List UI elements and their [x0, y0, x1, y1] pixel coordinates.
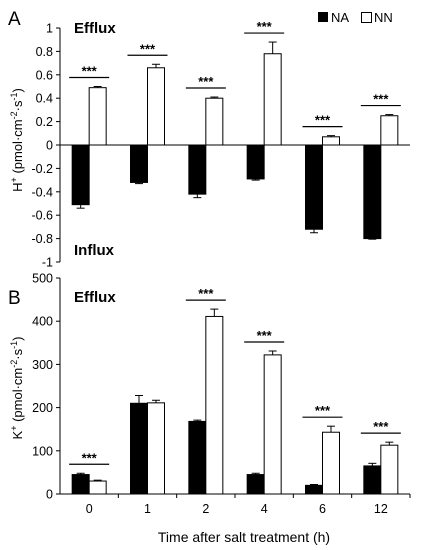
- a-y-tick-label: -0.6: [31, 209, 53, 223]
- legend-nn-swatch: [361, 12, 372, 23]
- b-x-tick-label: 1: [144, 502, 151, 516]
- legend-na-label: NA: [331, 10, 349, 25]
- b-bar-na: [305, 484, 323, 495]
- a-y-tick-label: 0.4: [36, 92, 53, 106]
- b-x-tick-label: 0: [86, 502, 93, 516]
- b-bar-nn: [380, 444, 399, 495]
- b-y-tick-label: 400: [32, 315, 53, 329]
- b-x-tick-label: 12: [374, 502, 388, 516]
- a-bar-na: [130, 144, 148, 183]
- a-bar-na: [71, 144, 90, 206]
- b-bar-nn: [147, 402, 165, 495]
- b-y-tick-label: 100: [32, 444, 53, 458]
- b-bar-nn: [322, 431, 340, 495]
- a-y-tick-label: 0: [46, 139, 53, 153]
- panel-a-plot: 1 0.8 0.6 0.4 0.2 0 -0.2 -0.4 -0.6 -0.8 -1 *** *** **…: [31, 19, 410, 270]
- panel-b-label: B: [8, 288, 21, 309]
- a-y-tick-label: -0.2: [31, 162, 53, 176]
- b-x-tick-label: 4: [261, 502, 268, 516]
- a-bar-nn: [88, 87, 107, 146]
- a-y-tick-label: 0.6: [36, 68, 53, 82]
- b-bar-na: [71, 474, 90, 495]
- b-x-tick-label: 2: [202, 502, 209, 516]
- a-y-tick-label: 0.8: [36, 45, 53, 59]
- a-y-tick-label: 0.2: [36, 115, 53, 129]
- b-bar-nn: [88, 480, 107, 495]
- legend-nn-label: NN: [374, 10, 393, 25]
- a-bar-nn: [322, 136, 340, 146]
- b-bar-nn: [205, 315, 224, 495]
- a-bar-nn: [147, 67, 165, 146]
- a-significance-label: ***: [140, 41, 156, 56]
- b-y-tick-label: 300: [32, 358, 53, 372]
- b-bar-na: [246, 474, 265, 495]
- a-bar-na: [188, 144, 207, 195]
- b-significance-label: ***: [257, 328, 273, 343]
- b-bar-na: [363, 465, 382, 495]
- b-significance-label: ***: [373, 419, 389, 434]
- a-bar-nn: [263, 53, 282, 146]
- panel-b-efflux-label: Efflux: [74, 289, 116, 306]
- b-x-tick-label: 6: [319, 502, 326, 516]
- a-significance-label: ***: [257, 19, 273, 34]
- legend-na-swatch: [318, 12, 328, 22]
- a-bar-nn: [380, 115, 399, 146]
- b-y-tick-label: 0: [46, 488, 53, 502]
- panel-b-ylabel: K+ (pmol·cm-2·s-1): [9, 337, 25, 440]
- a-bar-nn: [205, 97, 224, 146]
- b-significance-label: ***: [198, 286, 214, 301]
- b-bar-na: [188, 420, 207, 495]
- a-significance-label: ***: [315, 113, 331, 128]
- a-bar-na: [363, 144, 382, 240]
- a-bar-na: [305, 144, 323, 230]
- b-y-tick-label: 200: [32, 401, 53, 415]
- a-y-tick-label: -1: [42, 256, 53, 270]
- b-significance-label: ***: [82, 450, 98, 465]
- a-y-tick-label: 1: [46, 22, 53, 36]
- b-y-tick-label: 500: [32, 272, 53, 286]
- x-axis-label: Time after salt treatment (h): [158, 529, 330, 545]
- b-bar-na: [130, 402, 148, 495]
- b-significance-label: ***: [315, 403, 331, 418]
- a-y-tick-label: -0.4: [31, 185, 53, 199]
- a-y-tick-label: -0.8: [31, 232, 53, 246]
- a-significance-label: ***: [373, 92, 389, 107]
- panel-a-label: A: [8, 9, 21, 30]
- a-significance-label: ***: [82, 64, 98, 79]
- a-bar-na: [246, 144, 265, 180]
- panel-a-efflux-label: Efflux: [74, 20, 116, 37]
- panel-a-ylabel: H+ (pmol·cm-2·s-1): [9, 88, 25, 192]
- b-bar-nn: [263, 354, 282, 495]
- panel-a-influx-label: Influx: [74, 242, 115, 259]
- a-significance-label: ***: [198, 74, 214, 89]
